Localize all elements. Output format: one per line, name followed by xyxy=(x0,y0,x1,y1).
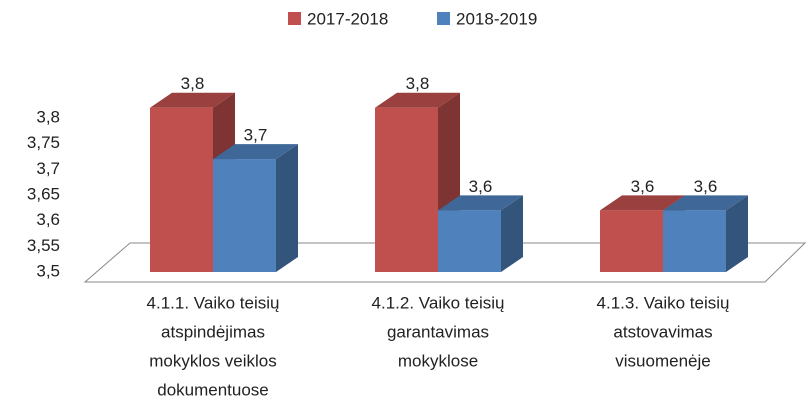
legend-label: 2017-2018 xyxy=(307,9,388,28)
data-label: 3,6 xyxy=(469,177,493,196)
bar-top xyxy=(438,195,523,211)
y-tick-label: 3,6 xyxy=(36,210,60,229)
bar-top xyxy=(600,195,685,211)
x-tick-label: dokumentuose xyxy=(157,380,269,399)
legend-swatch xyxy=(437,12,450,25)
bar-front xyxy=(600,210,663,272)
y-tick-label: 3,65 xyxy=(27,184,60,203)
x-tick-label: garantavimas xyxy=(387,322,489,341)
bar-top xyxy=(663,195,748,211)
bar-side xyxy=(726,195,748,272)
x-tick-label: atstovavimas xyxy=(613,322,712,341)
bar-front xyxy=(213,159,276,272)
data-label: 3,6 xyxy=(631,177,655,196)
y-tick-label: 3,55 xyxy=(27,236,60,255)
bar-top xyxy=(213,144,298,160)
legend-swatch xyxy=(288,12,301,25)
x-tick-label: 4.1.3. Vaiko teisių xyxy=(597,293,730,312)
bar xyxy=(375,92,460,272)
y-tick-label: 3,7 xyxy=(36,159,60,178)
x-tick-label: 4.1.2. Vaiko teisių xyxy=(372,293,505,312)
x-tick-label: 4.1.1. Vaiko teisių xyxy=(147,293,280,312)
bar xyxy=(438,195,523,272)
x-tick-label: atspindėjimas xyxy=(161,322,265,341)
bar-front xyxy=(438,210,501,272)
data-label: 3,8 xyxy=(181,74,205,93)
bar xyxy=(663,195,748,272)
bar xyxy=(213,144,298,272)
y-tick-label: 3,5 xyxy=(36,261,60,280)
data-label: 3,8 xyxy=(406,74,430,93)
bar-side xyxy=(501,195,523,272)
bar-side xyxy=(276,144,298,272)
legend-label: 2018-2019 xyxy=(456,9,537,28)
bar-front xyxy=(375,107,438,272)
x-tick-label: mokyklos veiklos xyxy=(149,351,277,370)
bar-top xyxy=(150,92,235,108)
data-label: 3,6 xyxy=(694,177,718,196)
bar-top xyxy=(375,92,460,108)
x-tick-label: visuomenėje xyxy=(615,351,710,370)
data-label: 3,7 xyxy=(244,126,268,145)
bar-front xyxy=(150,107,213,272)
bar-front xyxy=(663,210,726,272)
y-tick-label: 3,75 xyxy=(27,133,60,152)
x-tick-label: mokyklose xyxy=(398,351,478,370)
y-tick-label: 3,8 xyxy=(36,107,60,126)
